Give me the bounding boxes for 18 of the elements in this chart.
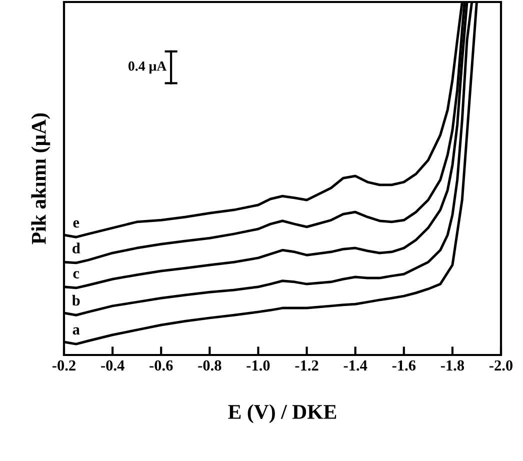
x-tick-label: -2.0 (489, 360, 513, 371)
series-label: e (73, 220, 80, 228)
series-label: c (73, 271, 80, 278)
x-tick-label: -1.2 (295, 360, 318, 371)
x-axis-title: E (V) / DKE (228, 404, 336, 424)
x-tick-label: -0.2 (52, 360, 76, 371)
series-label: a (72, 327, 80, 335)
x-tick-label: -0.8 (198, 360, 222, 371)
x-tick-label: -1.0 (246, 360, 270, 371)
y-axis-title: Pik akımı (μA) (31, 113, 50, 244)
annotation: 0.4 μA (128, 61, 167, 74)
x-tick-label: -1.6 (392, 360, 416, 371)
x-tick-label: -1.8 (440, 360, 464, 371)
series-label: b (72, 294, 80, 306)
x-tick-label: -0.6 (150, 360, 173, 371)
series-label: d (72, 242, 80, 254)
x-tick-label: -1.4 (344, 360, 368, 371)
x-tick-label: -0.4 (101, 360, 124, 371)
